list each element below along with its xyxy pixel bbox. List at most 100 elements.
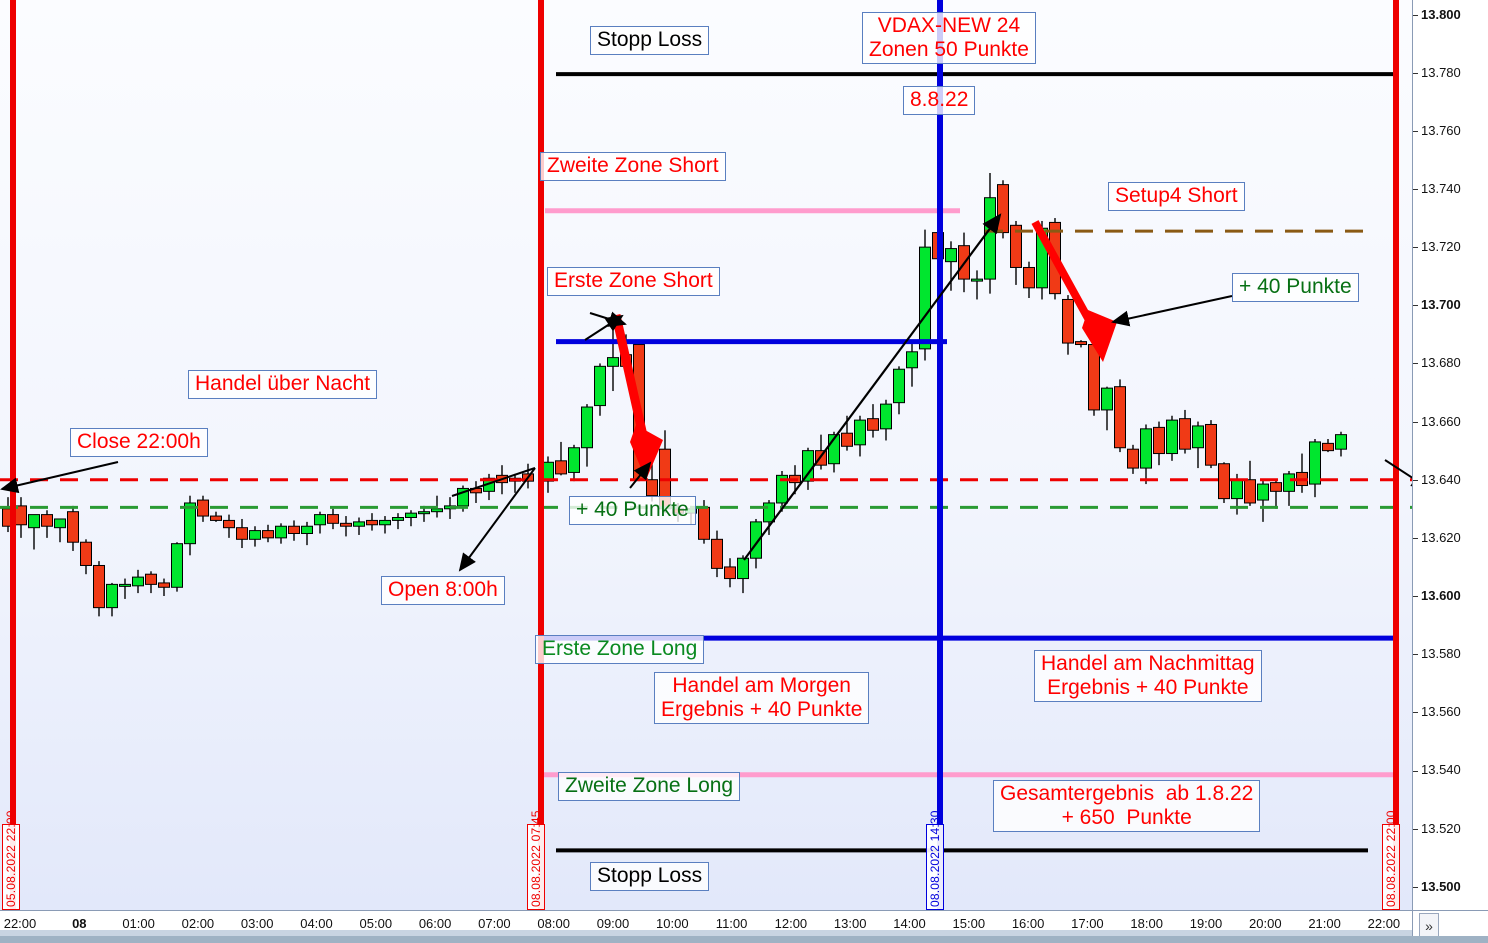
time-tick: 15:00 <box>952 916 986 931</box>
candle-body <box>184 502 196 545</box>
candle-body <box>314 514 326 526</box>
time-tick: 18:00 <box>1130 916 1163 931</box>
callout-vdax-title: VDAX-NEW 24 Zonen 50 Punkte <box>862 12 1036 65</box>
callout-date-tag: 8.8.22 <box>903 86 976 115</box>
candle-body <box>776 474 788 504</box>
candle-body <box>132 576 144 587</box>
candle-body <box>145 573 157 585</box>
candle-body <box>893 368 905 404</box>
time-tick: 13:00 <box>833 916 867 931</box>
candle-body <box>1192 425 1204 449</box>
callout-stopp-loss-bottom: Stopp Loss <box>590 862 710 891</box>
candle-body <box>867 418 879 431</box>
price-tick: 13.600 <box>1413 589 1461 603</box>
candle-body <box>379 519 391 526</box>
candle-body <box>210 515 222 521</box>
callout-zweite-zone-short: Zweite Zone Short <box>540 152 726 181</box>
candle-body <box>607 357 619 367</box>
candle-body <box>340 522 352 527</box>
callout-punkte-morning: + 40 Punkte <box>569 496 696 525</box>
candle-body <box>594 365 606 407</box>
candle-body <box>249 530 261 540</box>
candle-body <box>1244 479 1256 504</box>
candle-body <box>1062 298 1074 344</box>
candle-body <box>828 434 840 465</box>
time-tick: 22:00 <box>3 916 37 931</box>
time-tick: 04:00 <box>300 916 333 931</box>
candle-body <box>418 511 430 515</box>
price-tick: 13.660 <box>1413 414 1461 429</box>
candle-body <box>119 583 131 587</box>
candle-body <box>1114 386 1126 449</box>
time-tick: 20:00 <box>1249 916 1282 931</box>
price-tick: 13.740 <box>1413 181 1461 196</box>
candle-body <box>698 506 710 540</box>
candle-body <box>1127 448 1139 469</box>
candle-body <box>854 419 866 446</box>
candle-body <box>919 246 931 350</box>
callout-stopp-loss-top: Stopp Loss <box>590 26 710 55</box>
candle-body <box>724 566 736 580</box>
time-tick: 11:00 <box>715 916 748 931</box>
candle-body <box>41 514 53 527</box>
candle-body <box>997 184 1009 234</box>
candle-body <box>1335 434 1347 450</box>
status-strip-inner <box>0 930 1412 936</box>
callout-setup4-short: Setup4 Short <box>1108 182 1245 211</box>
candle-body <box>54 518 66 529</box>
candle-body <box>646 479 658 497</box>
callout-erste-zone-long: Erste Zone Long <box>535 635 705 664</box>
candle-body <box>197 499 209 517</box>
candle-body <box>93 564 105 609</box>
candle-body <box>262 530 274 539</box>
candle-body <box>431 508 443 513</box>
callout-open-0800: Open 8:00h <box>381 576 505 605</box>
candle-body <box>880 403 892 430</box>
candle-body <box>106 583 118 609</box>
trade-arrows <box>0 213 1412 572</box>
vline-tag-afternoon-1430: 08.08.2022 14:30 <box>926 810 944 910</box>
vertical-marker-lines <box>10 0 1399 910</box>
time-tick: 10:00 <box>656 916 689 931</box>
time-tick: 02:00 <box>181 916 215 931</box>
callout-erste-zone-short: Erste Zone Short <box>547 267 720 296</box>
time-tick: 21:00 <box>1308 916 1341 931</box>
candle-body <box>171 543 183 588</box>
candle-body <box>1283 473 1295 492</box>
candle-body <box>392 517 404 521</box>
callout-punkte-afternoon: + 40 Punkte <box>1232 273 1359 302</box>
callout-handel-am-morgen: Handel am Morgen Ergebnis + 40 Punkte <box>654 672 870 725</box>
candle-body <box>750 521 762 559</box>
candle-body <box>984 197 996 280</box>
time-tick: 03:00 <box>240 916 274 931</box>
chart-plot-area[interactable]: Stopp Loss VDAX-NEW 24 Zonen 50 Punkte 8… <box>0 0 1412 910</box>
candle-body <box>1088 344 1100 411</box>
candle-body <box>80 541 92 566</box>
candle-body <box>301 525 313 534</box>
time-tick: 05:00 <box>359 916 393 931</box>
candle-body <box>158 582 170 588</box>
status-bar <box>0 936 1488 943</box>
price-tick: 13.680 <box>1413 356 1461 370</box>
candle-body <box>1075 341 1087 346</box>
candle-body <box>236 527 248 540</box>
price-tick: 13.580 <box>1413 647 1461 661</box>
candle-body <box>737 557 749 580</box>
candle-body <box>1257 483 1269 501</box>
price-tick: 13.700 <box>1413 298 1461 312</box>
candle-body <box>802 450 814 482</box>
candle-body <box>1205 423 1217 466</box>
candle-body <box>711 538 723 569</box>
price-tick: 13.760 <box>1413 123 1461 138</box>
candle-body <box>906 351 918 369</box>
time-tick: 14:00 <box>893 916 926 931</box>
time-tick: 09:00 <box>596 916 630 931</box>
candle-body <box>223 519 235 529</box>
price-axis[interactable]: 13.800 13.780 13.760 13.740 13.720 13.700 13.6… <box>1412 0 1488 910</box>
time-tick: 06:00 <box>418 916 452 931</box>
candle-body <box>1231 479 1243 500</box>
candle-body <box>366 519 378 526</box>
price-tick: 13.500 <box>1413 879 1461 894</box>
time-tick: 17:00 <box>1071 916 1104 931</box>
candle-body <box>1023 266 1035 289</box>
